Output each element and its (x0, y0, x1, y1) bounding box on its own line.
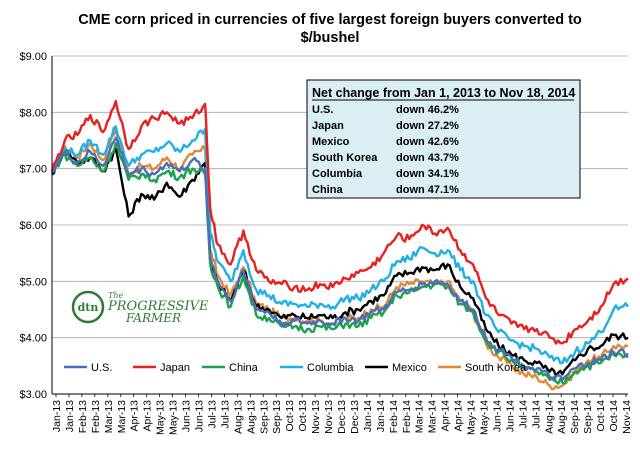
x-tick-label: Mar-14 (414, 400, 426, 433)
y-tick-label: $5.00 (19, 276, 47, 288)
x-tick-label: May-13 (155, 400, 167, 435)
net-change-box: Net change from Jan 1, 2013 to Nov 18, 2… (306, 79, 581, 199)
x-tick-label: Nov-14 (621, 400, 633, 434)
x-tick-label: Jul-13 (219, 400, 231, 429)
x-tick-label: Jul-14 (517, 400, 529, 429)
x-tick-label: Sep-14 (582, 400, 594, 434)
x-tick-label: Jun-13 (181, 400, 193, 432)
x-tick-label: Jul-13 (206, 400, 218, 429)
net-change-country: Mexico (312, 136, 350, 148)
x-tick-label: Aug-13 (232, 400, 244, 434)
net-change-country: China (312, 184, 343, 196)
legend-label: Japan (160, 362, 190, 374)
y-tick-label: $6.00 (19, 220, 47, 232)
legend-label: U.S. (91, 362, 112, 374)
x-tick-label: May-13 (168, 400, 180, 435)
x-tick-label: Sep-13 (271, 400, 283, 434)
net-change-country: U.S. (312, 104, 333, 116)
series-line-mexico (51, 147, 629, 378)
x-tick-label: Apr-14 (440, 400, 452, 432)
x-tick-label: May-14 (466, 400, 478, 435)
net-change-country: Japan (312, 120, 344, 132)
x-tick-label: Feb-13 (77, 400, 89, 433)
x-tick-label: Nov-13 (323, 400, 335, 434)
logo-line2: FARMER (125, 311, 181, 325)
x-tick-label: Mar-14 (427, 400, 439, 433)
x-tick-label: Mar-13 (103, 400, 115, 433)
y-axis-ticks: $3.00 $4.00 $5.00 $6.00 $7.00 $8.00 $9.00 (19, 51, 47, 401)
x-tick-label: Dec-13 (349, 400, 361, 434)
net-change-value: down 34.1% (396, 168, 459, 180)
x-tick-label: Oct-13 (297, 400, 309, 432)
net-change-value: down 47.1% (396, 184, 459, 196)
net-change-country: Columbia (312, 168, 363, 180)
x-tick-label: Sep-14 (569, 400, 581, 434)
y-tick-label: $9.00 (19, 51, 47, 63)
net-change-value: down 43.7% (396, 152, 459, 164)
logo-line1: PROGRESSIVE (107, 299, 209, 314)
series-line-japan (50, 99, 629, 345)
legend-label: Mexico (392, 362, 427, 374)
x-tick-label: Jan-14 (375, 400, 387, 432)
y-tick-label: $7.00 (19, 164, 47, 176)
x-tick-label: Aug-13 (245, 400, 257, 434)
dtn-progressive-farmer-logo: dtn The PROGRESSIVE FARMER (71, 290, 209, 325)
x-tick-label: Jul-14 (530, 400, 542, 429)
net-change-value: down 27.2% (396, 120, 459, 132)
legend-label: China (229, 362, 259, 374)
chart-title-line1: CME corn priced in currencies of five la… (78, 12, 582, 28)
x-tick-label: Oct-14 (608, 400, 620, 432)
x-tick-label: Dec-13 (336, 400, 348, 434)
net-change-rows: U.S. down 46.2% Japan down 27.2% Mexico down … (312, 104, 459, 196)
net-change-heading: Net change from Jan 1, 2013 to Nov 18, 2… (312, 86, 575, 100)
x-tick-label: May-14 (479, 400, 491, 435)
x-tick-label: Feb-14 (388, 400, 400, 433)
legend-label: Columbia (307, 362, 354, 374)
net-change-value: down 42.6% (396, 136, 459, 148)
series-line-columbia (51, 125, 629, 365)
x-tick-label: Oct-13 (284, 400, 296, 432)
series-lines (50, 99, 629, 391)
legend: U.S. Japan China Columbia Mexico South Korea (64, 362, 527, 374)
y-tick-label: $4.00 (19, 333, 47, 345)
legend-label: South Korea (465, 362, 527, 374)
x-tick-label: Jan-14 (362, 400, 374, 432)
x-tick-label: Feb-14 (401, 400, 413, 433)
x-tick-label: Aug-14 (543, 400, 555, 434)
x-tick-label: Jan-13 (51, 400, 63, 432)
x-tick-label: Apr-13 (142, 400, 154, 432)
x-tick-label: Jan-13 (64, 400, 76, 432)
net-change-country: South Korea (312, 152, 378, 164)
x-tick-label: Mar-13 (116, 400, 128, 433)
x-tick-label: Apr-13 (129, 400, 141, 432)
x-tick-label: Sep-13 (258, 400, 270, 434)
x-tick-label: Apr-14 (453, 400, 465, 432)
net-change-value: down 46.2% (396, 104, 459, 116)
logo-badge-text: dtn (78, 301, 99, 314)
x-axis-ticks: Jan-13 Jan-13 Feb-13 Feb-13 Mar-13 Mar-13 Apr-… (51, 394, 633, 435)
logo-small-text: The (108, 291, 123, 300)
y-tick-label: $3.00 (19, 389, 47, 401)
x-tick-label: Oct-14 (595, 400, 607, 432)
x-tick-label: Jun-13 (194, 400, 206, 432)
chart-title-line2: $/bushel (301, 30, 360, 46)
x-tick-label: Jun-14 (491, 400, 503, 432)
dtn-badge-icon (71, 290, 105, 324)
x-tick-label: Aug-14 (556, 400, 568, 434)
x-tick-label: Jun-14 (504, 400, 516, 432)
series-line-u-s- (51, 136, 629, 382)
y-tick-label: $8.00 (19, 107, 47, 119)
x-tick-label: Feb-13 (90, 400, 102, 433)
x-tick-label: Nov-13 (310, 400, 322, 434)
